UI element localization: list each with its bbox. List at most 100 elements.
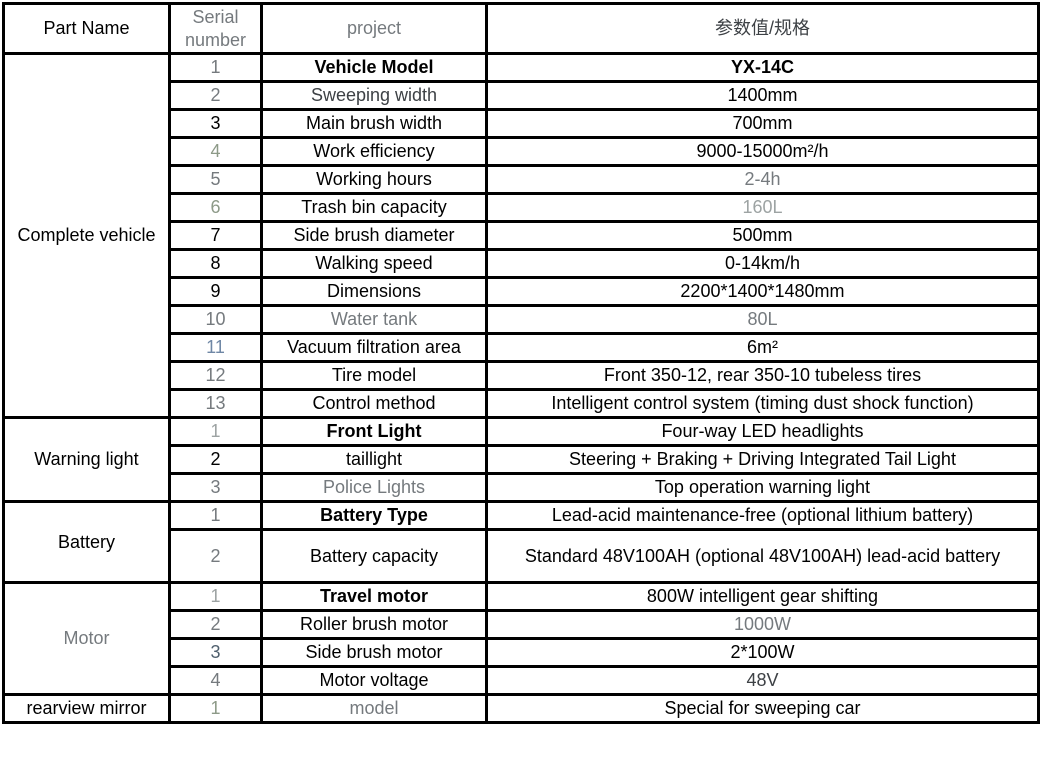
table-row: 5 Working hours 2-4h [4, 164, 1040, 195]
table-row: 2 Roller brush motor 1000W [4, 609, 1040, 640]
serial-cell: 1 [168, 581, 263, 612]
project-cell: Working hours [260, 164, 488, 195]
project-cell: model [260, 693, 488, 724]
project-cell: Main brush width [260, 108, 488, 139]
value-cell: YX-14C [485, 52, 1040, 83]
project-cell: Vacuum filtration area [260, 332, 488, 363]
table-row: 4 Motor voltage 48V [4, 665, 1040, 696]
col-header-part-name: Part Name [2, 2, 171, 55]
value-cell: Standard 48V100AH (optional 48V100AH) le… [485, 528, 1040, 584]
serial-cell: 2 [168, 80, 263, 111]
project-cell: Side brush diameter [260, 220, 488, 251]
value-cell: Front 350-12, rear 350-10 tubeless tires [485, 360, 1040, 391]
value-cell: 80L [485, 304, 1040, 335]
project-cell: Roller brush motor [260, 609, 488, 640]
table-row: 2 taillight Steering + Braking + Driving I… [4, 444, 1040, 475]
serial-cell: 6 [168, 192, 263, 223]
value-cell: 1000W [485, 609, 1040, 640]
serial-cell: 7 [168, 220, 263, 251]
serial-cell: 10 [168, 304, 263, 335]
project-cell: Dimensions [260, 276, 488, 307]
value-cell: 700mm [485, 108, 1040, 139]
project-cell: Trash bin capacity [260, 192, 488, 223]
col-header-project: project [260, 2, 488, 55]
serial-cell: 11 [168, 332, 263, 363]
value-cell: Four-way LED headlights [485, 416, 1040, 447]
header-row: Part Name Serial number project 参数值/规格 [2, 2, 1040, 55]
project-cell: Sweeping width [260, 80, 488, 111]
project-cell: Battery Type [260, 500, 488, 531]
project-cell: Side brush motor [260, 637, 488, 668]
serial-cell: 4 [168, 136, 263, 167]
value-cell: 9000-15000m²/h [485, 136, 1040, 167]
serial-cell: 1 [168, 416, 263, 447]
value-cell: 160L [485, 192, 1040, 223]
serial-cell: 8 [168, 248, 263, 279]
serial-cell: 1 [168, 52, 263, 83]
serial-cell: 3 [168, 637, 263, 668]
table-row: 3 Police Lights Top operation warning ligh… [4, 472, 1040, 503]
project-cell: Motor voltage [260, 665, 488, 696]
serial-cell: 9 [168, 276, 263, 307]
value-cell: Lead-acid maintenance-free (optional lit… [485, 500, 1040, 531]
value-cell: 6m² [485, 332, 1040, 363]
table-row: Complete vehicle 1 Vehicle Model YX-14C [2, 52, 1040, 419]
table-row: Warning light 1 Front Light Four-way LED he… [2, 416, 1040, 503]
table-row: 8 Walking speed 0-14km/h [4, 248, 1040, 279]
project-cell: Vehicle Model [260, 52, 488, 83]
value-cell: 500mm [485, 220, 1040, 251]
part-name-cell: Battery [2, 500, 171, 584]
value-cell: Intelligent control system (timing dust … [485, 388, 1040, 419]
project-cell: Walking speed [260, 248, 488, 279]
spec-table-body: Complete vehicle 1 Vehicle Model YX-14C 2 Swe… [2, 52, 1040, 724]
serial-cell: 2 [168, 609, 263, 640]
table-row: 10 Water tank 80L [4, 304, 1040, 335]
value-cell: 0-14km/h [485, 248, 1040, 279]
part-name-cell: Motor [2, 581, 171, 696]
table-row: 2 Battery capacity Standard 48V100AH (opti… [4, 528, 1040, 584]
value-cell: Steering + Braking + Driving Integrated … [485, 444, 1040, 475]
table-row: 11 Vacuum filtration area 6m² [4, 332, 1040, 363]
serial-cell: 2 [168, 528, 263, 584]
project-cell: Front Light [260, 416, 488, 447]
part-name-cell: Warning light [2, 416, 171, 503]
table-row: 9 Dimensions 2200*1400*1480mm [4, 276, 1040, 307]
table-row: 6 Trash bin capacity 160L [4, 192, 1040, 223]
value-cell: 800W intelligent gear shifting [485, 581, 1040, 612]
project-cell: taillight [260, 444, 488, 475]
value-cell: Special for sweeping car [485, 693, 1040, 724]
col-header-parameter-spec: 参数值/规格 [485, 2, 1040, 55]
serial-cell: 1 [168, 500, 263, 531]
project-cell: Work efficiency [260, 136, 488, 167]
table-row: 12 Tire model Front 350-12, rear 350-10 tu… [4, 360, 1040, 391]
serial-cell: 3 [168, 472, 263, 503]
table-row: Battery 1 Battery Type Lead-acid maintenanc… [2, 500, 1040, 584]
table-row: Motor 1 Travel motor 800W intelligent gear … [2, 581, 1040, 696]
table-row: 3 Side brush motor 2*100W [4, 637, 1040, 668]
table-row: 2 Sweeping width 1400mm [4, 80, 1040, 111]
part-name-cell: rearview mirror [2, 693, 171, 724]
value-cell: 2-4h [485, 164, 1040, 195]
table-row: 4 Work efficiency 9000-15000m²/h [4, 136, 1040, 167]
project-cell: Travel motor [260, 581, 488, 612]
col-header-serial-number: Serial number [168, 2, 263, 55]
project-cell: Control method [260, 388, 488, 419]
table-row: 7 Side brush diameter 500mm [4, 220, 1040, 251]
serial-cell: 3 [168, 108, 263, 139]
value-cell: 48V [485, 665, 1040, 696]
serial-cell: 13 [168, 388, 263, 419]
project-cell: Battery capacity [260, 528, 488, 584]
value-cell: 2*100W [485, 637, 1040, 668]
table-row: 3 Main brush width 700mm [4, 108, 1040, 139]
project-cell: Tire model [260, 360, 488, 391]
spec-table: Part Name Serial number project 参数值/规格 C… [2, 2, 1040, 724]
part-name-cell: Complete vehicle [2, 52, 171, 419]
serial-cell: 5 [168, 164, 263, 195]
table-row: rearview mirror 1 model Special for sweepin… [2, 693, 1040, 724]
project-cell: Police Lights [260, 472, 488, 503]
serial-cell: 4 [168, 665, 263, 696]
serial-cell: 12 [168, 360, 263, 391]
value-cell: 2200*1400*1480mm [485, 276, 1040, 307]
serial-cell: 1 [168, 693, 263, 724]
table-row: 13 Control method Intelligent control syst… [4, 388, 1040, 419]
